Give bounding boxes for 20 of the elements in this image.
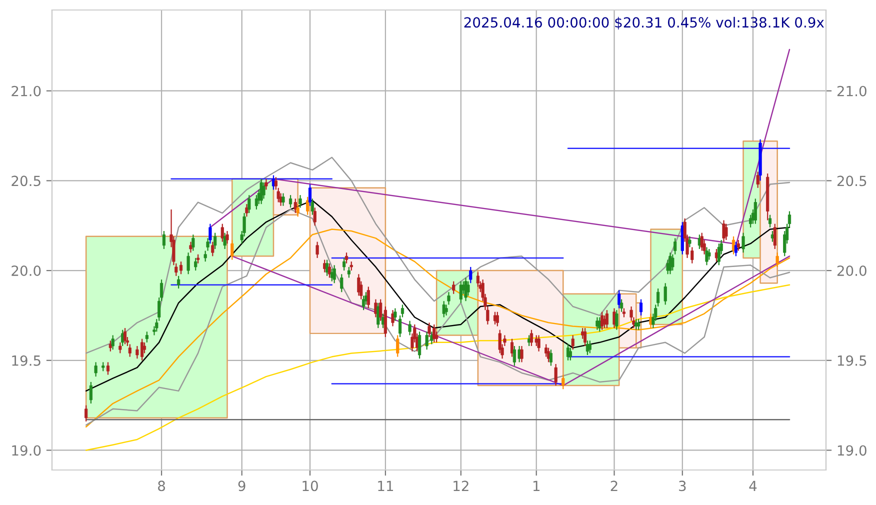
x-tick-label: 2	[610, 480, 618, 491]
y-tick-label: 21.0	[12, 86, 41, 96]
y2-tick-label: 19.5	[838, 355, 866, 366]
x-tick-label: 4	[749, 480, 757, 491]
y2-tick-label: 20.0	[837, 266, 866, 276]
y2-tick-label: 19.0	[838, 445, 866, 456]
y-tick-label: 20.5	[12, 176, 40, 186]
y2-tick-label: 20.5	[837, 176, 866, 186]
y-tick-label: 19.5	[12, 355, 40, 366]
y-tick-label: 20.0	[12, 266, 41, 276]
x-tick-label: 11	[378, 480, 394, 491]
x-tick-label: 3	[679, 480, 686, 492]
x-tick-label: 1	[533, 480, 540, 491]
x-tick-label: 12	[454, 480, 468, 491]
chart-title: 2025.04.16 00:00:00 $20.31 0.45% vol:138.1K 0.9x	[464, 16, 824, 30]
y2-tick-label: 21.0	[837, 86, 866, 96]
x-tick-label: 9	[238, 480, 246, 492]
x-tick-label: 10	[302, 480, 318, 492]
x-tick-label: 8	[158, 480, 165, 492]
y-tick-label: 19.0	[12, 445, 41, 456]
